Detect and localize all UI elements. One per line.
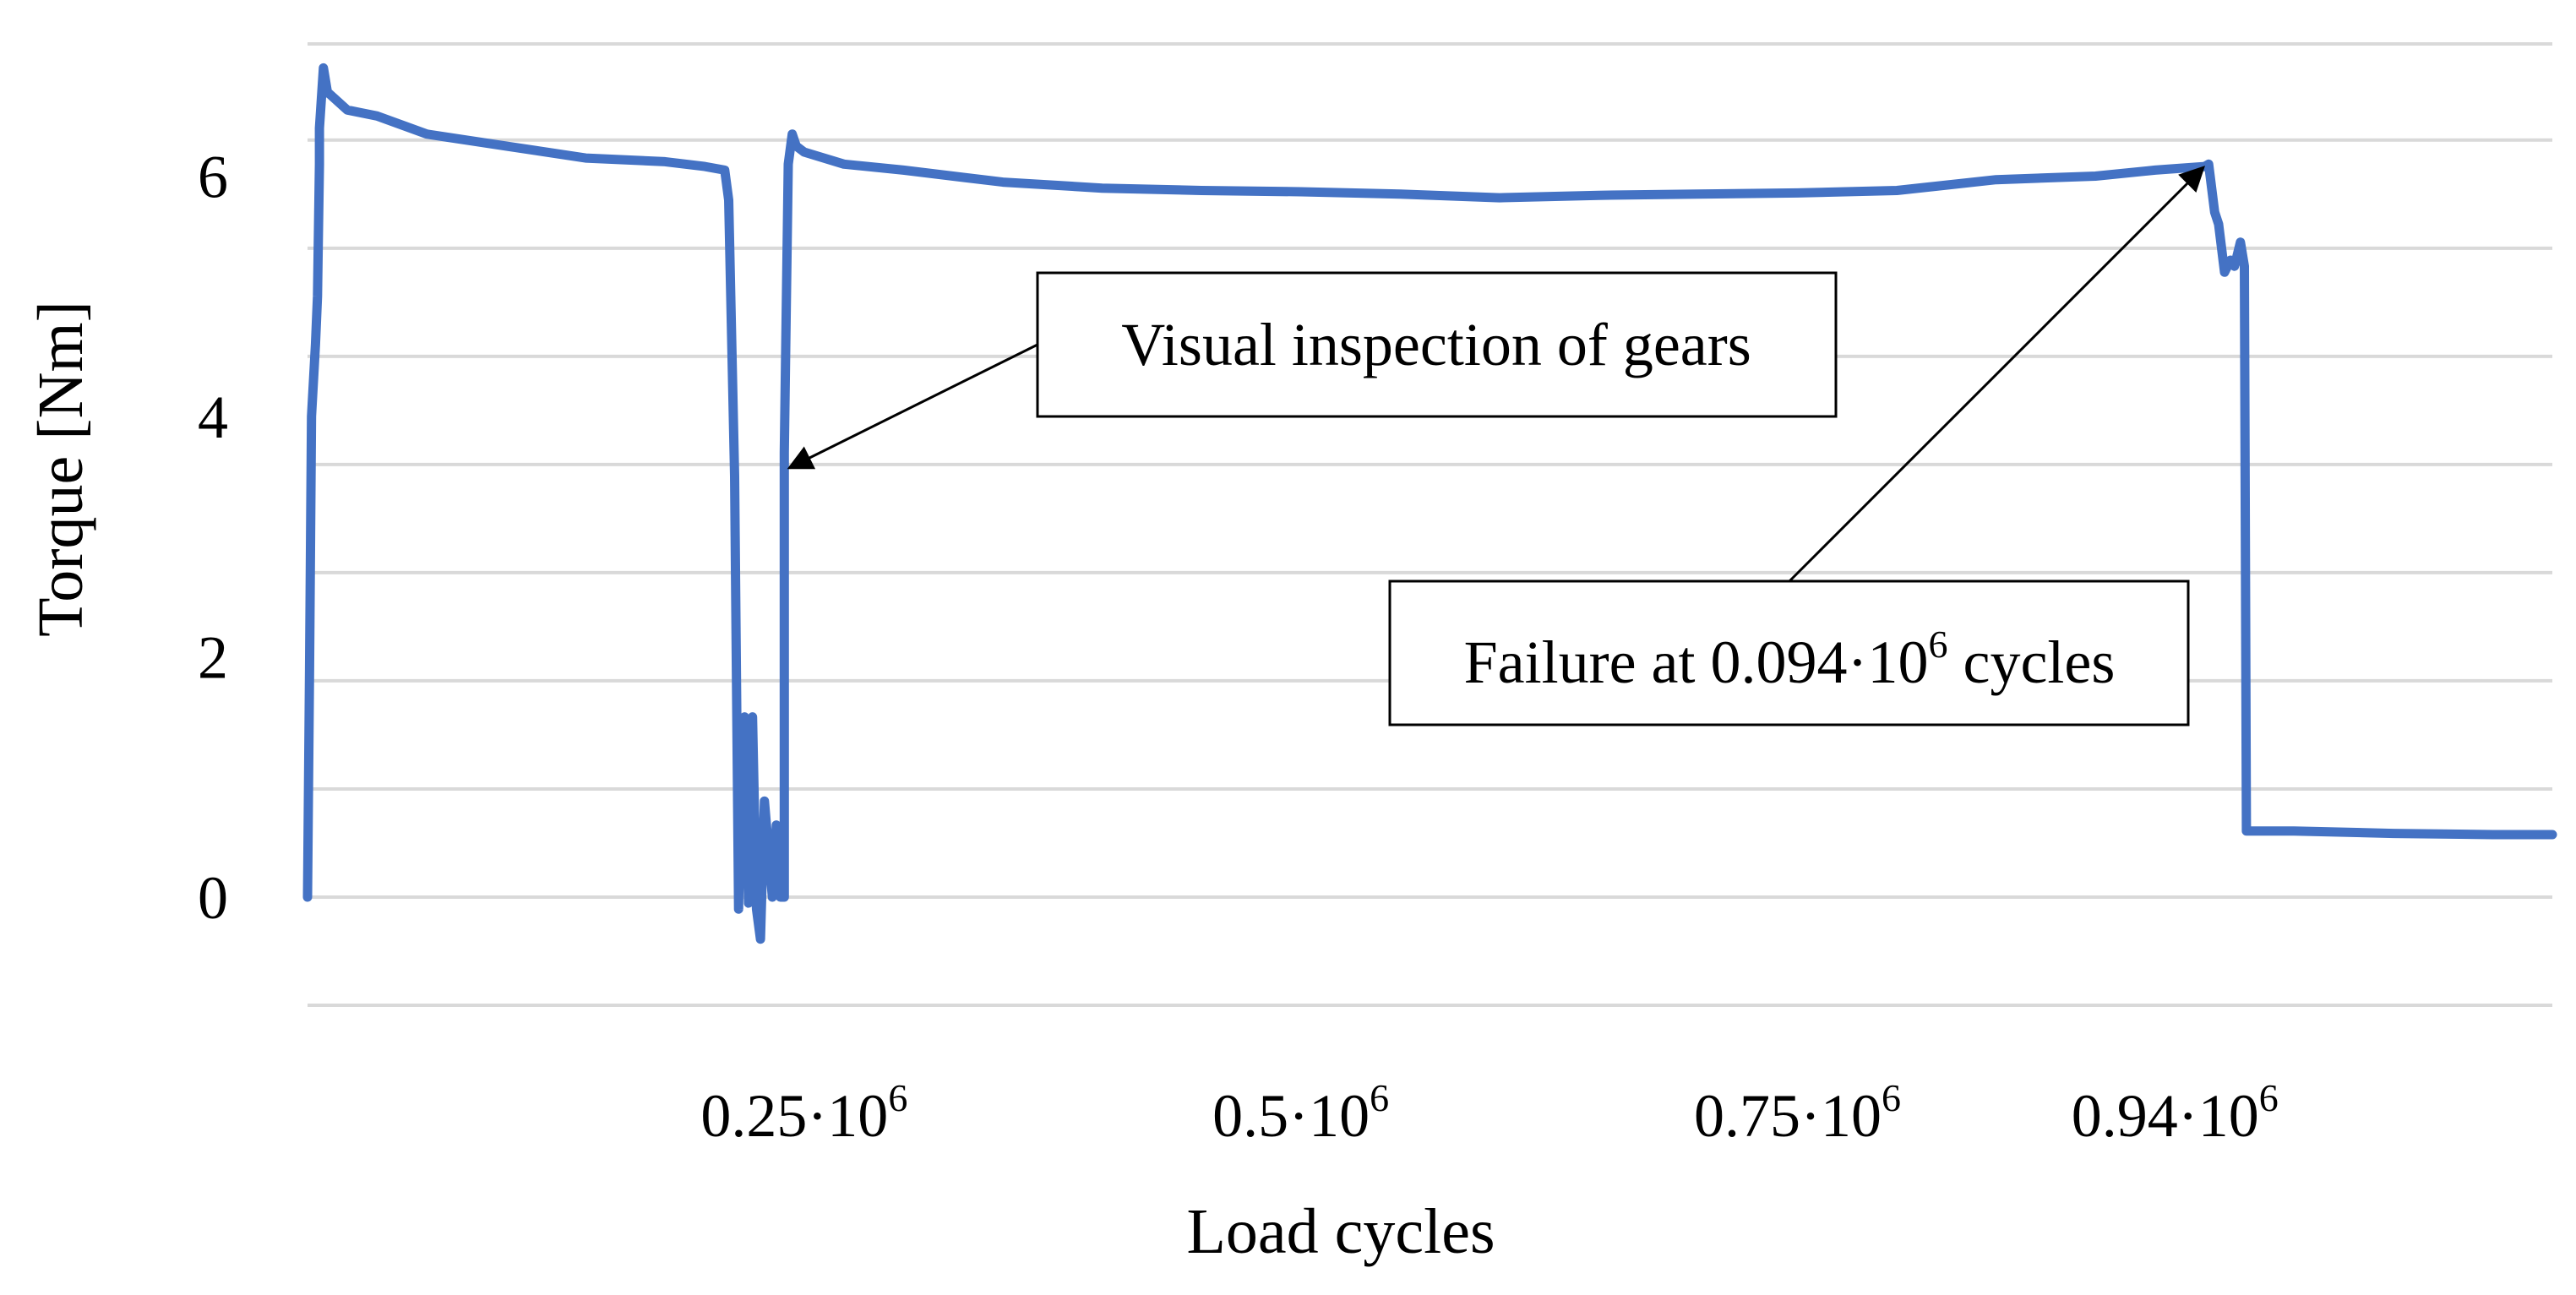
x-axis-label: Load cycles [1186,1196,1495,1267]
y-tick-label: 4 [198,384,228,451]
x-axis-ticks: 0.25·106 0.5·106 0.75·106 0.94·106 [700,1076,2278,1150]
y-axis-ticks: 0 2 4 6 [198,143,228,932]
annotation-arrow [1788,166,2205,583]
x-tick-label: 0.5·106 [1212,1076,1389,1150]
y-tick-label: 6 [198,143,228,210]
annotation-box [1036,271,1838,418]
gridlines [308,42,2552,1007]
annotation-arrow [787,343,1038,470]
y-tick-label: 2 [198,623,228,691]
annotation-text: Visual inspection of gears [1121,311,1751,378]
annotation-text: Failure at 0.094·106 cycles [1464,623,2116,696]
y-tick-label: 0 [198,864,228,932]
annotation-failure: Failure at 0.094·106 cycles [1388,166,2205,726]
x-tick-label: 0.94·106 [2072,1076,2279,1150]
annotation-visual-inspection: Visual inspection of gears [787,271,1838,470]
y-axis-label: Torque [Nm] [25,301,96,637]
annotation-box [1388,579,2190,726]
torque-series-line [302,63,2557,944]
x-tick-label: 0.75·106 [1694,1076,1901,1150]
x-tick-label: 0.25·106 [700,1076,907,1150]
